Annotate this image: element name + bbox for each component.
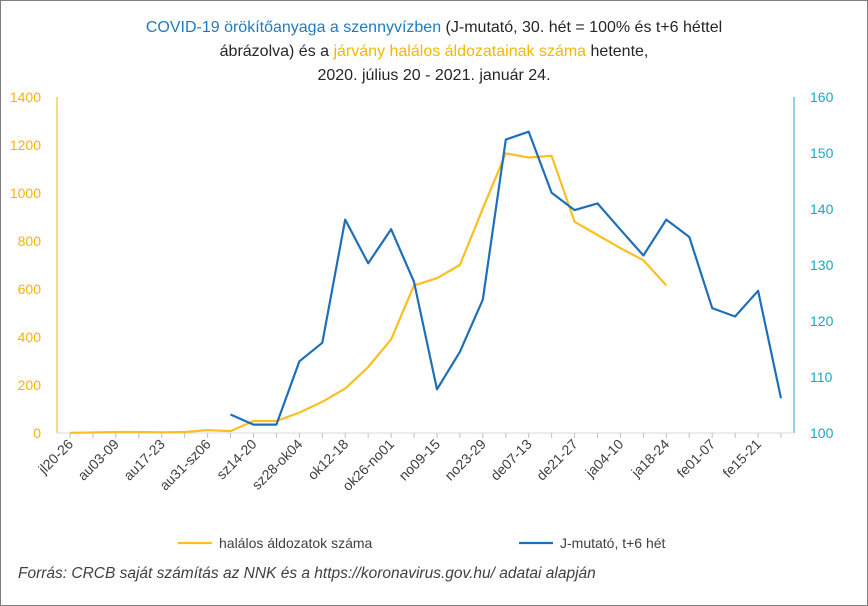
right-tick-label: 100 bbox=[810, 425, 834, 441]
x-tick-label: fe15-21 bbox=[719, 436, 764, 481]
x-tick-label: sz14-20 bbox=[213, 436, 260, 483]
x-tick-label: de07-13 bbox=[487, 436, 535, 484]
chart-title: COVID-19 örökítőanyaga a szennyvízben (J… bbox=[0, 16, 868, 88]
x-tick-label: ok12-18 bbox=[304, 436, 351, 483]
right-tick-label: 130 bbox=[810, 257, 834, 273]
title-wastewater: COVID-19 örökítőanyaga a szennyvízben bbox=[145, 19, 442, 36]
left-tick-label: 600 bbox=[18, 281, 42, 297]
x-tick-label: fe01-07 bbox=[673, 436, 718, 481]
left-tick-label: 1400 bbox=[10, 89, 41, 105]
right-tick-label: 120 bbox=[810, 313, 834, 329]
jindex-series-line bbox=[230, 130, 783, 426]
deaths-series-line bbox=[69, 152, 668, 434]
x-tick-label: jl20-26 bbox=[34, 436, 76, 478]
title-deaths: járvány halálos áldozatainak száma bbox=[333, 43, 587, 60]
right-tick-label: 140 bbox=[810, 201, 834, 217]
title-date-range: 2020. július 20 - 2021. január 24. bbox=[317, 67, 551, 84]
x-tick-label: sz28-ok04 bbox=[248, 436, 305, 493]
title-shown-with: ábrázolva) és a bbox=[219, 43, 334, 60]
left-tick-label: 1200 bbox=[10, 137, 41, 153]
x-tick-label: ja04-10 bbox=[582, 436, 627, 481]
title-weekly: hetente, bbox=[586, 43, 649, 60]
right-tick-label: 150 bbox=[810, 145, 834, 161]
x-tick-label: no23-29 bbox=[441, 436, 489, 484]
title-jindex-note: (J-mutató, 30. hét = 100% és t+6 héttel bbox=[441, 19, 723, 36]
left-tick-label: 0 bbox=[33, 425, 41, 441]
left-tick-label: 200 bbox=[18, 377, 42, 393]
x-tick-label: de21-27 bbox=[533, 436, 581, 484]
x-tick-label: au03-09 bbox=[74, 436, 122, 484]
legend-deaths-label: halálos áldozatok száma bbox=[219, 535, 373, 551]
x-tick-label: no09-15 bbox=[395, 436, 443, 484]
right-tick-label: 160 bbox=[810, 89, 834, 105]
left-tick-label: 1000 bbox=[10, 185, 41, 201]
source-note: Forrás: CRCB saját számítás az NNK és a … bbox=[18, 565, 596, 582]
legend-jindex-label: J-mutató, t+6 hét bbox=[560, 535, 666, 551]
x-tick-label: ja18-24 bbox=[627, 436, 672, 481]
left-tick-label: 400 bbox=[18, 329, 42, 345]
right-tick-label: 110 bbox=[810, 369, 833, 385]
left-tick-label: 800 bbox=[18, 233, 42, 249]
